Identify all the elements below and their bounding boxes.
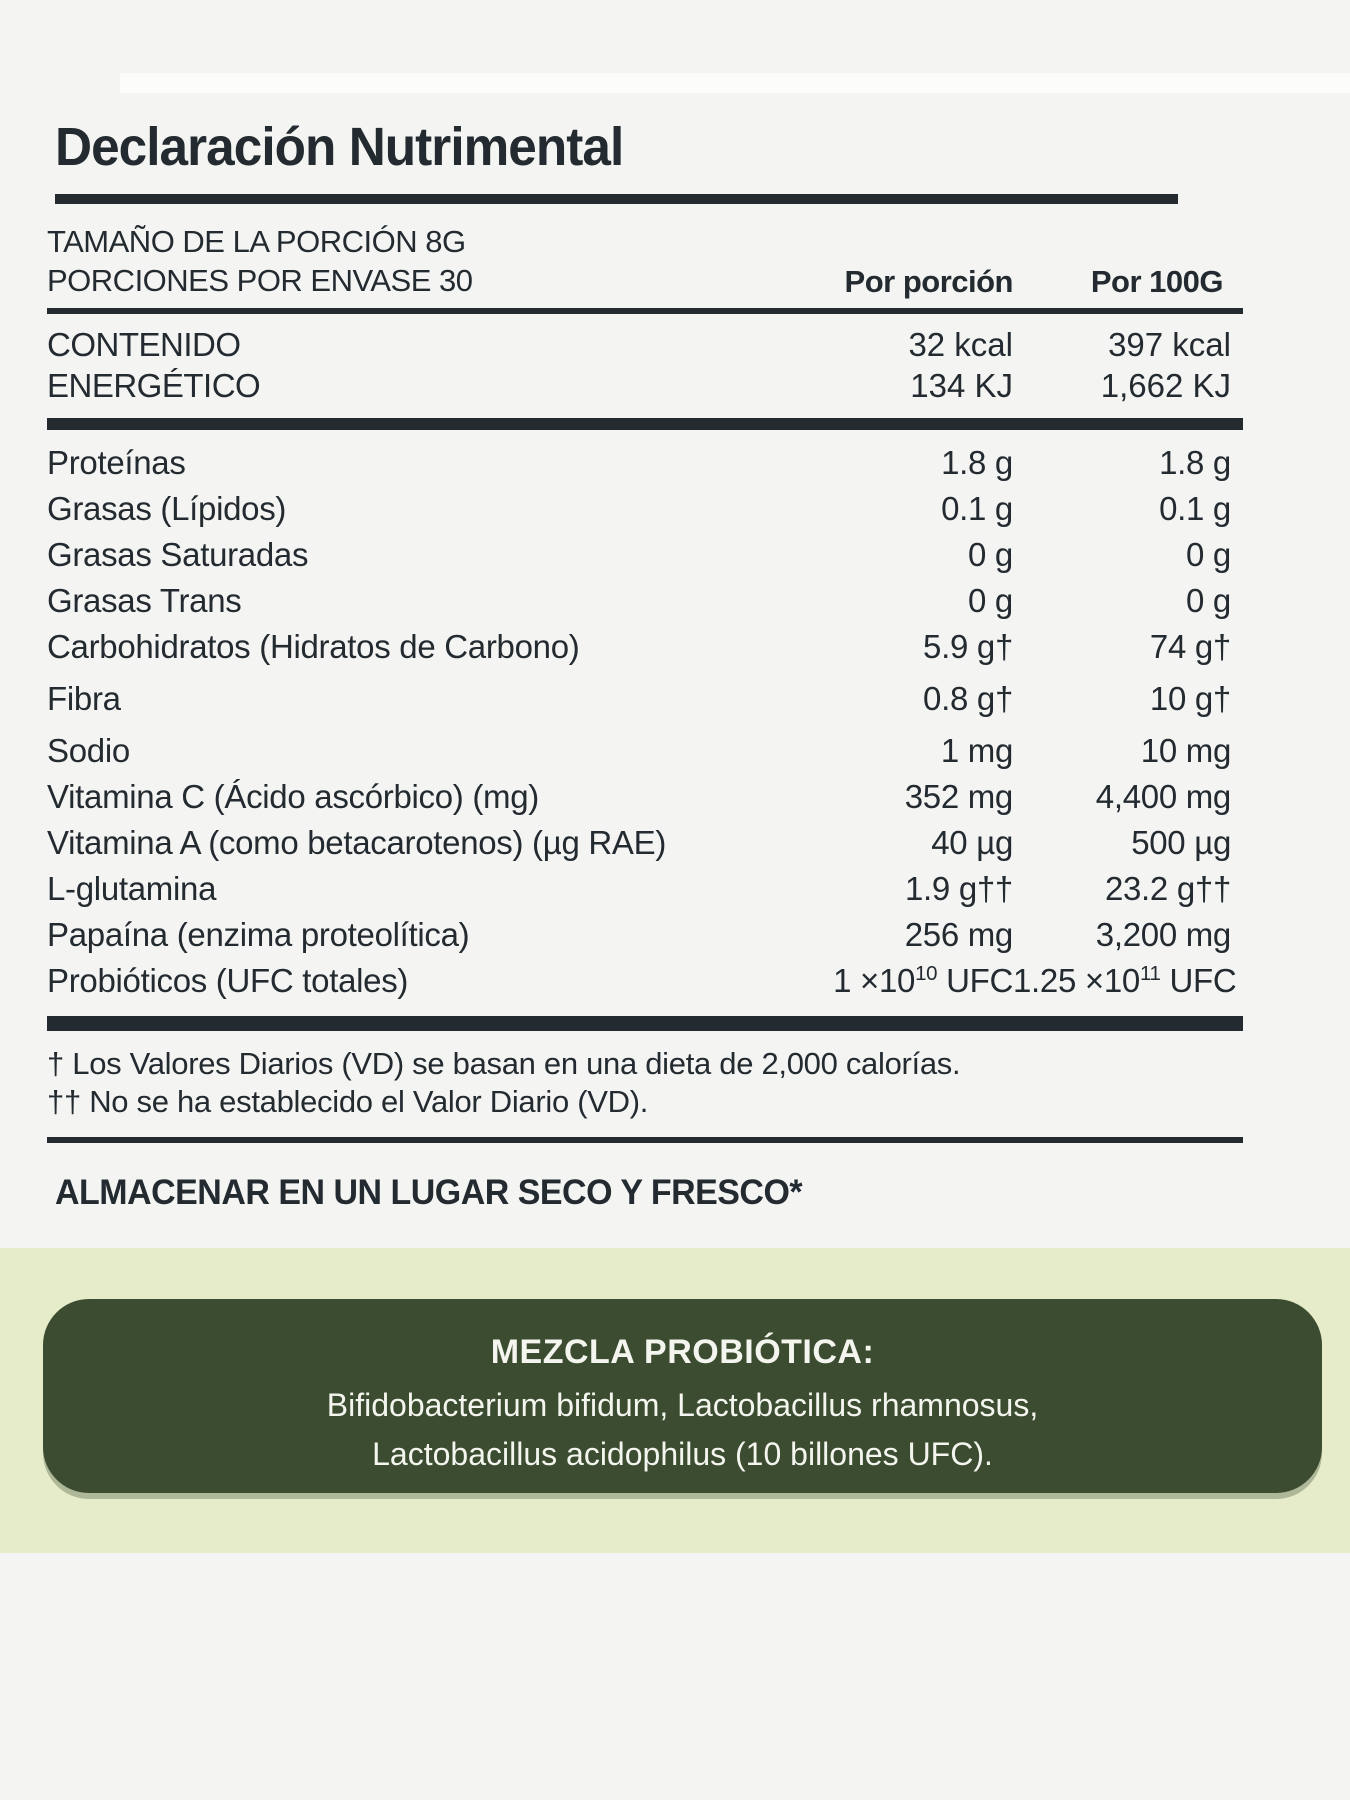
energy-rule (47, 418, 1243, 430)
energy-kj-per-100g: 1,662 KJ (1100, 367, 1231, 404)
nutrient-per-100g: 10 mg (1140, 732, 1232, 769)
nutrient-per-serving: 0.1 g (941, 490, 1013, 527)
serving-info: TAMAÑO DE LA PORCIÓN 8G PORCIONES POR EN… (47, 222, 1243, 300)
nutrition-panel: Declaración Nutrimental TAMAÑO DE LA POR… (47, 116, 1243, 1213)
header-rule (47, 308, 1243, 314)
footnote-rule (47, 1137, 1243, 1143)
nutrient-per-100g: 10 g† (1149, 680, 1231, 717)
nutrient-per-serving: 5.9 g† (923, 628, 1013, 665)
table-row: Fibra 0.8 g† 10 g† (47, 676, 1243, 722)
table-row: Grasas (Lípidos) 0.1 g 0.1 g (47, 486, 1243, 532)
probiotic-strains-line1: Bifidobacterium bifidum, Lactobacillus r… (326, 1387, 1039, 1423)
table-row: Grasas Trans 0 g 0 g (47, 578, 1243, 624)
nutrient-per-serving: 1 mg (940, 732, 1013, 769)
table-row: Vitamina A (como betacarotenos) (µg RAE)… (47, 820, 1243, 866)
serving-size: TAMAÑO DE LA PORCIÓN 8G (47, 224, 466, 259)
table-row: Papaína (enzima proteolítica) 256 mg 3,2… (47, 912, 1243, 958)
nutrient-per-100g: 0.1 g (1159, 490, 1231, 527)
top-highlight-strip (120, 73, 1350, 93)
energy-kcal-per-100g: 397 kcal (1108, 326, 1231, 363)
footnotes: † Los Valores Diarios (VD) se basan en u… (47, 1045, 1243, 1121)
nutrient-per-serving: 0 g (968, 536, 1013, 573)
nutrient-per-100g: 0 g (1186, 536, 1231, 573)
nutrient-name: Grasas (Lípidos) (47, 490, 287, 527)
table-row: Grasas Saturadas 0 g 0 g (47, 532, 1243, 578)
energy-name-line1: CONTENIDO (47, 326, 241, 363)
footnote-daily-values: † Los Valores Diarios (VD) se basan en u… (47, 1046, 961, 1081)
nutrient-per-serving: 256 mg (904, 916, 1014, 953)
nutrient-per-100g: 1.8 g (1159, 444, 1231, 481)
nutrient-name: Vitamina A (como betacarotenos) (µg RAE) (47, 824, 667, 861)
nutrient-per-serving: 1 ×1010 UFC (833, 962, 1013, 999)
nutrient-name: Papaína (enzima proteolítica) (47, 916, 470, 953)
nutrient-table: Proteínas 1.8 g 1.8 g Grasas (Lípidos) 0… (47, 440, 1243, 1004)
nutrient-name: Carbohidratos (Hidratos de Carbono) (47, 628, 580, 665)
nutrient-per-serving: 352 mg (904, 778, 1014, 815)
nutrient-per-100g: 3,200 mg (1095, 916, 1232, 953)
storage-instruction: ALMACENAR EN UN LUGAR SECO Y FRESCO* (55, 1173, 803, 1212)
nutrient-name: Grasas Trans (47, 582, 242, 619)
nutrient-per-100g: 500 µg (1131, 824, 1231, 861)
page-title: Declaración Nutrimental (55, 117, 624, 177)
table-row-probiotics: Probióticos (UFC totales) 1 ×1010 UFC 1.… (47, 958, 1243, 1004)
nutrient-name: Probióticos (UFC totales) (47, 962, 409, 999)
table-row: Vitamina C (Ácido ascórbico) (mg) 352 mg… (47, 774, 1243, 820)
nutrient-name: L-glutamina (47, 870, 217, 907)
table-bottom-bar (47, 1016, 1243, 1031)
energy-kj-per-serving: 134 KJ (910, 367, 1013, 404)
nutrient-per-serving: 1.9 g†† (904, 870, 1013, 907)
nutrient-per-100g: 23.2 g†† (1104, 870, 1231, 907)
nutrient-per-serving: 0 g (968, 582, 1013, 619)
probiotic-strains-line2: Lactobacillus acidophilus (10 billones U… (372, 1436, 993, 1472)
nutrient-per-100g: 0 g (1186, 582, 1231, 619)
nutrient-per-serving: 0.8 g† (923, 680, 1013, 717)
nutrient-name: Grasas Saturadas (47, 536, 309, 573)
probiotic-mix-title: MEZCLA PROBIÓTICA: (490, 1333, 875, 1371)
table-row: Sodio 1 mg 10 mg (47, 728, 1243, 774)
footnote-no-daily-value: †† No se ha establecido el Valor Diario … (47, 1084, 649, 1119)
table-row: Carbohidratos (Hidratos de Carbono) 5.9 … (47, 624, 1243, 670)
nutrient-name: Vitamina C (Ácido ascórbico) (mg) (47, 778, 539, 815)
probiotic-band: MEZCLA PROBIÓTICA: Bifidobacterium bifid… (0, 1248, 1350, 1553)
title-rule (55, 194, 1178, 204)
column-header-per-serving: Por porción (844, 264, 1014, 299)
table-row: L-glutamina 1.9 g†† 23.2 g†† (47, 866, 1243, 912)
energy-name-line2: ENERGÉTICO (47, 367, 261, 404)
energy-kcal-per-serving: 32 kcal (908, 326, 1013, 363)
nutrient-per-100g: 1.25 ×1011 UFC (1013, 962, 1237, 999)
table-row: Proteínas 1.8 g 1.8 g (47, 440, 1243, 486)
column-header-per-100g: Por 100G (1090, 264, 1224, 299)
nutrient-name: Sodio (47, 732, 130, 769)
nutrient-name: Fibra (47, 680, 121, 717)
nutrient-per-100g: 4,400 mg (1095, 778, 1232, 815)
nutrient-name: Proteínas (47, 444, 186, 481)
energy-row: CONTENIDO ENERGÉTICO 32 kcal 134 KJ 397 … (47, 324, 1243, 406)
servings-per-container: PORCIONES POR ENVASE 30 (47, 263, 473, 298)
probiotic-mix-box: MEZCLA PROBIÓTICA: Bifidobacterium bifid… (43, 1299, 1322, 1493)
nutrient-per-serving: 1.8 g (941, 444, 1013, 481)
nutrient-per-100g: 74 g† (1149, 628, 1231, 665)
nutrient-per-serving: 40 µg (931, 824, 1013, 861)
